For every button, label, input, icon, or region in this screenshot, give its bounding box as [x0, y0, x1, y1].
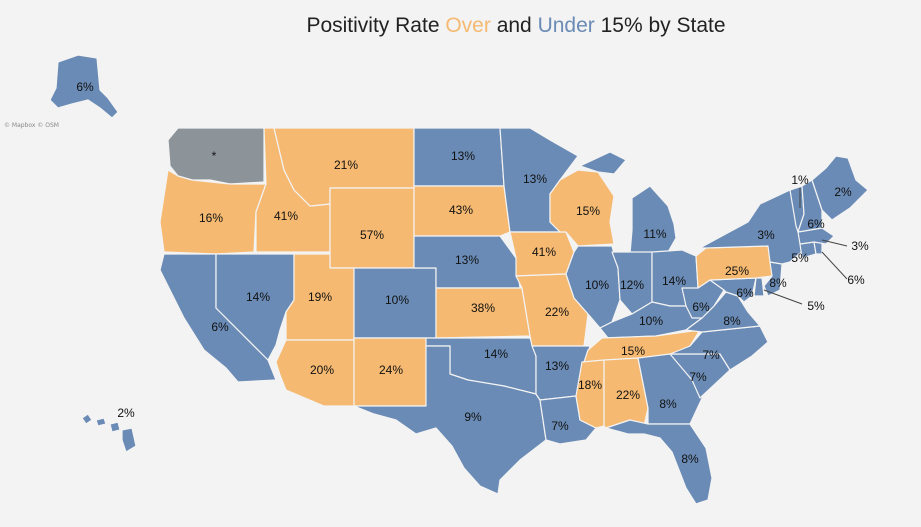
state-value-label-ar: 13% [545, 359, 569, 373]
state-shape-ms[interactable] [575, 359, 605, 429]
state-shape-tx[interactable] [353, 345, 547, 495]
state-value-label-ma: 3% [851, 239, 869, 253]
state-value-label-ne: 13% [455, 253, 479, 267]
state-value-label-nh: 6% [807, 217, 825, 231]
state-value-label-sd: 43% [449, 203, 473, 217]
state-value-label-ri: 6% [847, 273, 865, 287]
title-part-1: Positivity Rate [306, 14, 446, 37]
state-value-label-ak: 6% [76, 80, 94, 94]
state-value-label-vt: 1% [791, 173, 809, 187]
state-value-label-ny: 3% [757, 228, 775, 242]
state-value-label-az: 20% [310, 363, 334, 377]
state-value-label-ms: 18% [578, 378, 602, 392]
state-value-label-md: 6% [736, 286, 754, 300]
state-value-label-nv: 14% [246, 290, 270, 304]
state-value-label-mn: 13% [523, 172, 547, 186]
state-value-label-wa: * [212, 149, 217, 163]
title-under-word: Under [537, 14, 595, 37]
state-value-label-ks: 38% [471, 301, 495, 315]
state-shape-hi[interactable] [81, 413, 137, 453]
state-value-label-in: 12% [620, 278, 644, 292]
title-part-3: 15% by State [594, 14, 726, 37]
state-value-label-co: 10% [385, 293, 409, 307]
state-value-label-va: 8% [723, 314, 741, 328]
state-value-label-nm: 24% [379, 363, 403, 377]
state-value-label-mi: 11% [643, 227, 666, 241]
state-shape-wa[interactable] [167, 127, 265, 185]
state-value-label-ut: 19% [308, 290, 332, 304]
state-shape-ri[interactable] [813, 241, 823, 255]
leader-line-ri [821, 251, 848, 280]
state-value-label-id: 41% [274, 209, 298, 223]
state-shape-mi[interactable] [579, 151, 677, 255]
state-value-label-wy: 57% [360, 228, 384, 242]
state-value-label-ia: 41% [532, 245, 556, 259]
state-value-label-wv: 6% [692, 300, 710, 314]
state-shape-sd[interactable] [413, 185, 511, 237]
state-value-label-nj: 8% [769, 276, 787, 290]
state-value-label-mt: 21% [334, 158, 358, 172]
leader-line-de [763, 289, 803, 305]
chart-title: Positivity Rate Over and Under 15% by St… [0, 14, 921, 38]
state-value-label-me: 2% [834, 185, 852, 199]
state-value-label-ok: 14% [484, 347, 508, 361]
state-value-label-or: 16% [199, 211, 223, 225]
state-shape-me[interactable] [811, 155, 869, 221]
state-shape-de[interactable] [753, 277, 765, 297]
state-value-label-fl: 8% [681, 452, 699, 466]
state-value-label-tx: 9% [464, 410, 482, 424]
state-value-label-la: 7% [551, 419, 569, 433]
title-over-word: Over [445, 14, 491, 37]
state-shape-fl[interactable] [605, 419, 713, 505]
state-value-label-al: 22% [616, 388, 640, 402]
state-value-label-hi: 2% [117, 406, 135, 420]
state-value-label-nd: 13% [451, 149, 475, 163]
state-value-label-tn: 15% [621, 344, 645, 358]
state-value-label-nc: 7% [702, 348, 720, 362]
state-value-label-wi: 15% [576, 204, 600, 218]
state-value-label-ky: 10% [639, 314, 663, 328]
map-attribution: © Mapbox © OSM [4, 122, 59, 129]
state-value-label-ct: 5% [791, 251, 809, 265]
leader-line-ma [821, 239, 848, 247]
state-value-label-de: 5% [807, 299, 825, 313]
state-value-label-ca: 6% [211, 320, 229, 334]
state-value-label-pa: 25% [725, 264, 749, 278]
state-value-label-sc: 7% [689, 370, 707, 384]
state-shape-ak[interactable] [49, 54, 119, 119]
title-part-2: and [490, 14, 538, 37]
state-value-label-oh: 14% [662, 274, 686, 288]
state-value-label-ga: 8% [659, 397, 677, 411]
state-value-label-mo: 22% [545, 305, 569, 319]
state-value-label-il: 10% [585, 278, 609, 292]
state-shape-wi[interactable] [549, 169, 615, 247]
